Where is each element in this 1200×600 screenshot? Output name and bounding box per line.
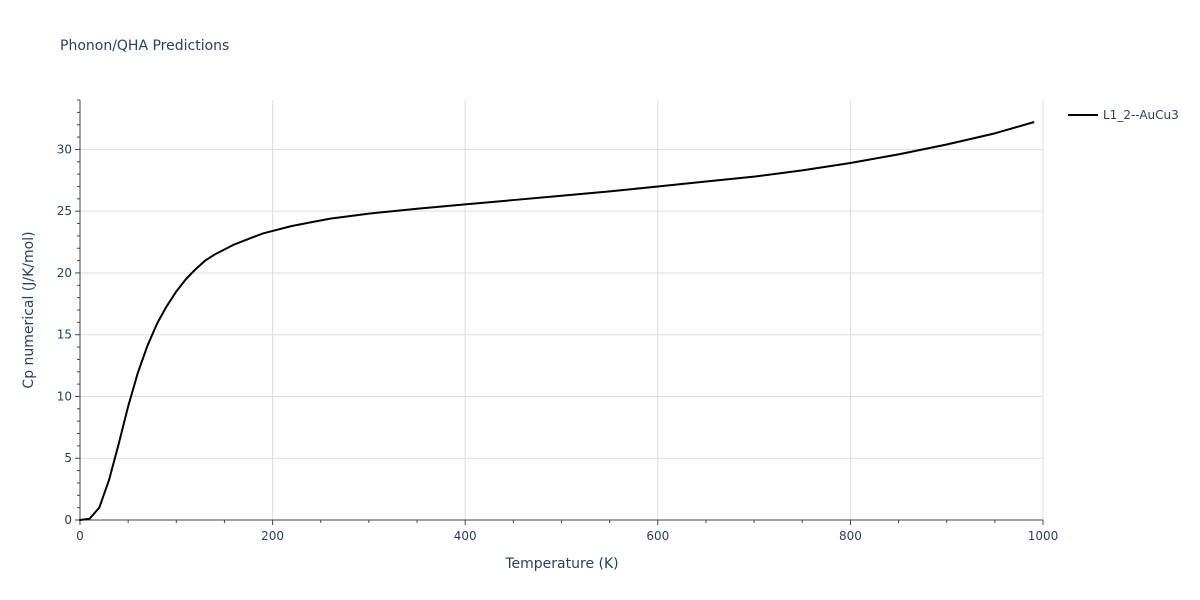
x-tick-label: 1000 bbox=[1028, 529, 1059, 543]
y-tick-label: 5 bbox=[64, 451, 72, 465]
y-tick-label: 30 bbox=[57, 142, 72, 156]
y-tick-label: 10 bbox=[57, 389, 72, 403]
series-line-0[interactable] bbox=[79, 121, 1035, 521]
y-axis-title: Cp numerical (J/K/mol) bbox=[21, 231, 37, 388]
y-tick-label: 20 bbox=[57, 266, 72, 280]
x-tick-label: 0 bbox=[76, 529, 84, 543]
x-tick-label: 600 bbox=[646, 529, 669, 543]
x-tick-label: 400 bbox=[454, 529, 477, 543]
x-axis-title: Temperature (K) bbox=[504, 556, 618, 572]
series-layer bbox=[79, 121, 1035, 521]
grid bbox=[80, 100, 1044, 520]
chart-title: Phonon/QHA Predictions bbox=[60, 38, 229, 54]
x-tick-label: 800 bbox=[839, 529, 862, 543]
legend[interactable]: L1_2--AuCu3 bbox=[1068, 108, 1179, 122]
y-tick-label: 25 bbox=[57, 204, 72, 218]
x-tick-label: 200 bbox=[261, 529, 284, 543]
legend-label: L1_2--AuCu3 bbox=[1103, 108, 1179, 122]
y-tick-label: 15 bbox=[57, 328, 72, 342]
y-tick-label: 0 bbox=[64, 513, 72, 527]
axes: 0 200 400 600 800 1000 0 5 10 15 20 25 30 bbox=[57, 99, 1059, 543]
